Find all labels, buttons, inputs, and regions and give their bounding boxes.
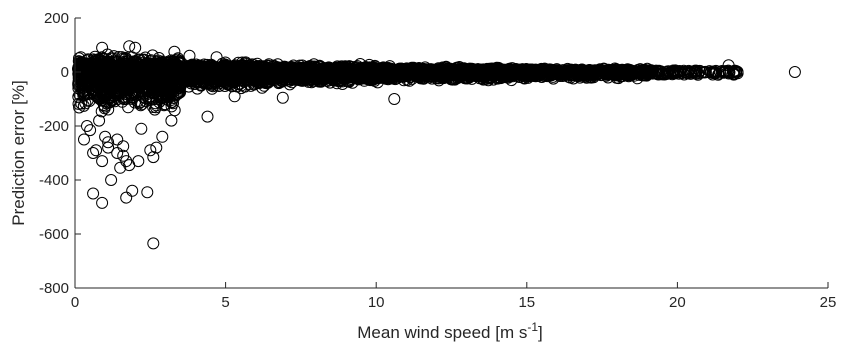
data-point xyxy=(415,66,427,79)
data-point xyxy=(114,65,127,78)
data-point xyxy=(174,79,187,91)
data-point xyxy=(149,101,162,114)
data-point xyxy=(161,60,174,73)
data-point xyxy=(450,67,463,80)
data-point xyxy=(105,65,118,78)
data-point xyxy=(139,51,152,64)
data-point xyxy=(355,61,368,74)
data-point xyxy=(188,68,201,81)
data-point xyxy=(139,77,152,90)
data-point xyxy=(209,62,222,75)
data-point xyxy=(139,92,152,105)
data-point xyxy=(158,73,171,86)
data-point xyxy=(229,66,241,79)
data-point xyxy=(135,73,147,85)
data-point xyxy=(449,65,462,78)
data-point xyxy=(110,87,123,100)
data-point xyxy=(93,56,106,69)
data-point xyxy=(152,75,165,88)
data-point xyxy=(187,67,200,80)
data-point xyxy=(324,63,337,76)
data-point xyxy=(306,65,319,78)
data-point xyxy=(103,78,116,91)
data-point xyxy=(283,74,296,87)
data-point xyxy=(399,65,412,78)
data-point xyxy=(78,77,91,89)
data-point xyxy=(276,64,289,77)
data-point xyxy=(294,68,307,81)
data-point xyxy=(156,56,169,69)
data-point xyxy=(153,91,166,103)
data-point xyxy=(252,65,265,78)
data-point xyxy=(398,64,411,77)
data-point xyxy=(271,61,284,74)
data-point xyxy=(125,87,138,100)
data-point xyxy=(339,71,352,84)
data-point xyxy=(126,72,138,85)
data-point xyxy=(365,69,378,82)
data-point xyxy=(138,53,151,66)
data-point xyxy=(372,70,385,83)
data-point xyxy=(417,64,430,77)
data-point xyxy=(87,65,100,78)
data-point xyxy=(185,61,197,74)
data-point xyxy=(290,62,303,75)
data-point xyxy=(496,65,509,78)
data-point xyxy=(386,66,399,79)
data-point xyxy=(190,75,203,88)
data-point xyxy=(407,65,420,78)
data-point xyxy=(234,66,247,79)
data-point xyxy=(468,66,481,78)
data-point xyxy=(244,79,257,92)
data-point xyxy=(369,63,382,76)
data-point xyxy=(432,66,445,78)
data-point xyxy=(322,66,335,78)
data-point xyxy=(306,68,319,81)
data-point xyxy=(275,65,287,78)
data-point xyxy=(125,92,138,105)
data-point xyxy=(490,61,503,74)
data-point xyxy=(302,62,315,74)
data-point xyxy=(73,101,86,114)
data-point xyxy=(502,67,515,80)
data-point xyxy=(288,68,301,81)
data-point xyxy=(141,85,154,98)
data-point xyxy=(95,75,108,88)
data-point xyxy=(453,61,466,73)
data-point xyxy=(131,95,144,108)
data-point xyxy=(143,63,156,76)
data-point xyxy=(79,60,92,73)
data-point xyxy=(156,61,169,74)
data-points xyxy=(72,40,801,250)
data-point xyxy=(118,78,131,91)
data-point xyxy=(338,64,351,77)
data-point xyxy=(236,59,249,72)
data-point xyxy=(346,65,359,77)
data-point xyxy=(331,77,344,90)
data-point xyxy=(89,86,102,99)
data-point xyxy=(389,73,402,86)
data-point xyxy=(217,73,230,86)
data-point xyxy=(95,105,108,118)
data-point xyxy=(77,61,90,74)
data-point xyxy=(97,90,110,103)
data-point xyxy=(315,66,328,79)
data-point xyxy=(196,68,209,81)
data-point xyxy=(267,64,280,77)
data-point xyxy=(423,66,435,79)
data-point xyxy=(316,74,329,87)
data-point xyxy=(152,90,165,102)
data-point xyxy=(258,79,271,92)
data-point xyxy=(151,57,164,70)
